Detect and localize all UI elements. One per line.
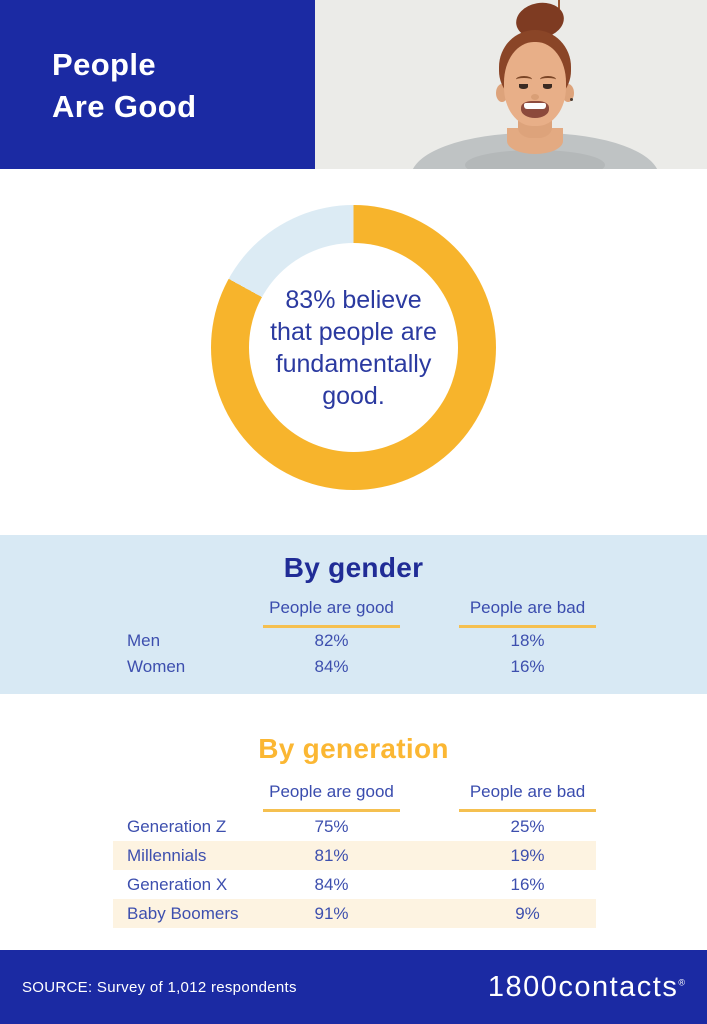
value-bad: 25% [510, 816, 545, 836]
page-title: People Are Good [52, 44, 315, 128]
donut-text-line2: that people are [270, 317, 437, 346]
value-bad: 16% [510, 657, 545, 676]
gender-table-header-row: People are good People are bad [113, 597, 596, 628]
value-bad: 16% [510, 874, 545, 894]
table-row-millennials: Millennials 81% 19% [113, 841, 596, 870]
row-label: Generation Z [127, 816, 227, 836]
photo-teeth [524, 103, 546, 109]
value-good: 91% [314, 903, 349, 923]
photo-nose [531, 94, 539, 100]
row-label: Millennials [127, 845, 207, 865]
generation-table-header-row: People are good People are bad [113, 778, 596, 812]
gender-table: People are good People are bad Men 82% 1… [113, 597, 596, 680]
value-good: 82% [314, 631, 349, 650]
table-row-baby-boomers: Baby Boomers 91% 9% [113, 899, 596, 928]
registered-mark: ® [678, 976, 685, 987]
value-good: 81% [314, 845, 349, 865]
photo-eyebrow-right [540, 76, 556, 83]
by-gender-section: By gender People are good People are bad… [0, 535, 707, 694]
photo-shirt-shade [465, 150, 605, 169]
footer: SOURCE: Survey of 1,012 respondents 1800… [0, 950, 707, 1024]
donut-center: 83% believe that people are fundamentall… [249, 243, 458, 452]
photo-earring [570, 98, 573, 101]
donut-text-line4: good. [322, 381, 385, 410]
page-title-line1: People [52, 47, 157, 82]
photo-eye-right [543, 84, 552, 89]
value-bad: 9% [515, 903, 540, 923]
donut-text-line1: 83% believe [285, 285, 422, 314]
gender-col-header-good: People are good [263, 598, 400, 628]
row-label: Women [127, 657, 186, 676]
woman-photo [315, 0, 707, 169]
header: People Are Good [0, 0, 707, 169]
table-row-men: Men 82% 18% [113, 628, 596, 654]
table-row-women: Women 84% 16% [113, 654, 596, 680]
value-bad: 19% [510, 845, 545, 865]
brand-logo-text: 1800contacts [487, 970, 679, 1003]
by-generation-section: By generation People are good People are… [0, 694, 707, 928]
generation-table: People are good People are bad Generatio… [113, 778, 596, 928]
brand-logo: 1800contacts® [488, 971, 685, 1004]
row-label: Men [127, 631, 161, 650]
value-good: 84% [314, 657, 349, 676]
value-good: 84% [314, 874, 349, 894]
photo-eyebrow-left [516, 76, 532, 83]
value-bad: 18% [510, 631, 545, 650]
row-label: Baby Boomers [127, 903, 239, 923]
generation-col-header-bad: People are bad [459, 782, 596, 812]
row-label: Generation X [127, 874, 228, 894]
photo-eye-left [519, 84, 528, 89]
donut-chart: 83% believe that people are fundamentall… [211, 205, 496, 490]
by-gender-title: By gender [283, 552, 424, 583]
by-generation-title: By generation [258, 733, 449, 764]
table-row-generation-x: Generation X 84% 16% [113, 870, 596, 899]
header-title-block: People Are Good [0, 0, 315, 169]
donut-section: 83% believe that people are fundamentall… [0, 169, 707, 535]
table-row-generation-z: Generation Z 75% 25% [113, 812, 596, 841]
generation-col-header-good: People are good [263, 782, 400, 812]
gender-col-header-bad: People are bad [459, 598, 596, 628]
source-text: SOURCE: Survey of 1,012 respondents [22, 978, 297, 996]
donut-text-line3: fundamentally [275, 349, 432, 378]
value-good: 75% [314, 816, 349, 836]
photo-hair-wisp [558, 0, 560, 9]
page-title-line2: Are Good [52, 89, 197, 124]
